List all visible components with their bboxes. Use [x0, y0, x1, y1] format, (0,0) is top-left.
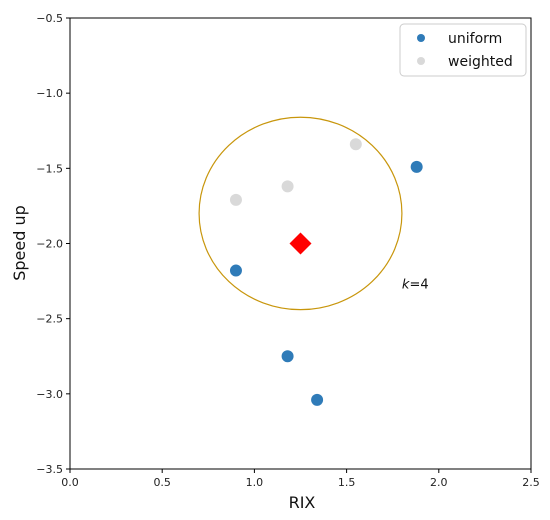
legend-marker-weighted [417, 57, 425, 65]
legend-box [399, 23, 527, 77]
data-point-uniform-2 [281, 350, 294, 363]
plot-content [198, 116, 423, 406]
x-tick-label: 2.0 [430, 476, 448, 489]
data-point-weighted-2 [229, 193, 242, 206]
y-tick-label: −2.5 [36, 313, 63, 326]
y-tick-label: −3.0 [36, 388, 63, 401]
x-tick-label: 0.0 [61, 476, 79, 489]
y-tick-label: −3.5 [36, 463, 63, 476]
x-axis-ticks: 0.0 0.5 1.0 1.5 2.0 2.5 [61, 469, 540, 489]
y-axis-label: Speed up [10, 205, 29, 281]
query-point-diamond [289, 232, 312, 255]
legend-label-weighted: weighted [448, 54, 513, 70]
legend-marker-uniform [417, 34, 425, 42]
neighborhood-circle [198, 116, 403, 311]
k-annotation: k=4 [402, 278, 429, 293]
y-tick-label: −0.5 [36, 12, 63, 25]
legend-label-uniform: uniform [448, 31, 502, 47]
y-tick-label: −1.0 [36, 87, 63, 100]
y-axis-ticks: −3.5 −3.0 −2.5 −2.0 −1.5 −1.0 −0.5 [36, 12, 70, 476]
x-tick-label: 1.5 [338, 476, 356, 489]
x-tick-label: 0.5 [153, 476, 171, 489]
x-tick-label: 1.0 [246, 476, 264, 489]
data-point-weighted-0 [349, 138, 362, 151]
data-point-weighted-1 [281, 180, 294, 193]
data-point-uniform-3 [311, 393, 324, 406]
legend: uniform weighted [399, 23, 527, 77]
x-axis-label: RIX [289, 493, 316, 512]
k-annotation-value: =4 [409, 278, 428, 293]
y-tick-label: −1.5 [36, 162, 63, 175]
x-tick-label: 2.5 [522, 476, 540, 489]
k-annotation-variable: k [402, 278, 410, 293]
data-point-uniform-1 [229, 264, 242, 277]
data-point-uniform-0 [410, 160, 423, 173]
y-tick-label: −2.0 [36, 238, 63, 251]
